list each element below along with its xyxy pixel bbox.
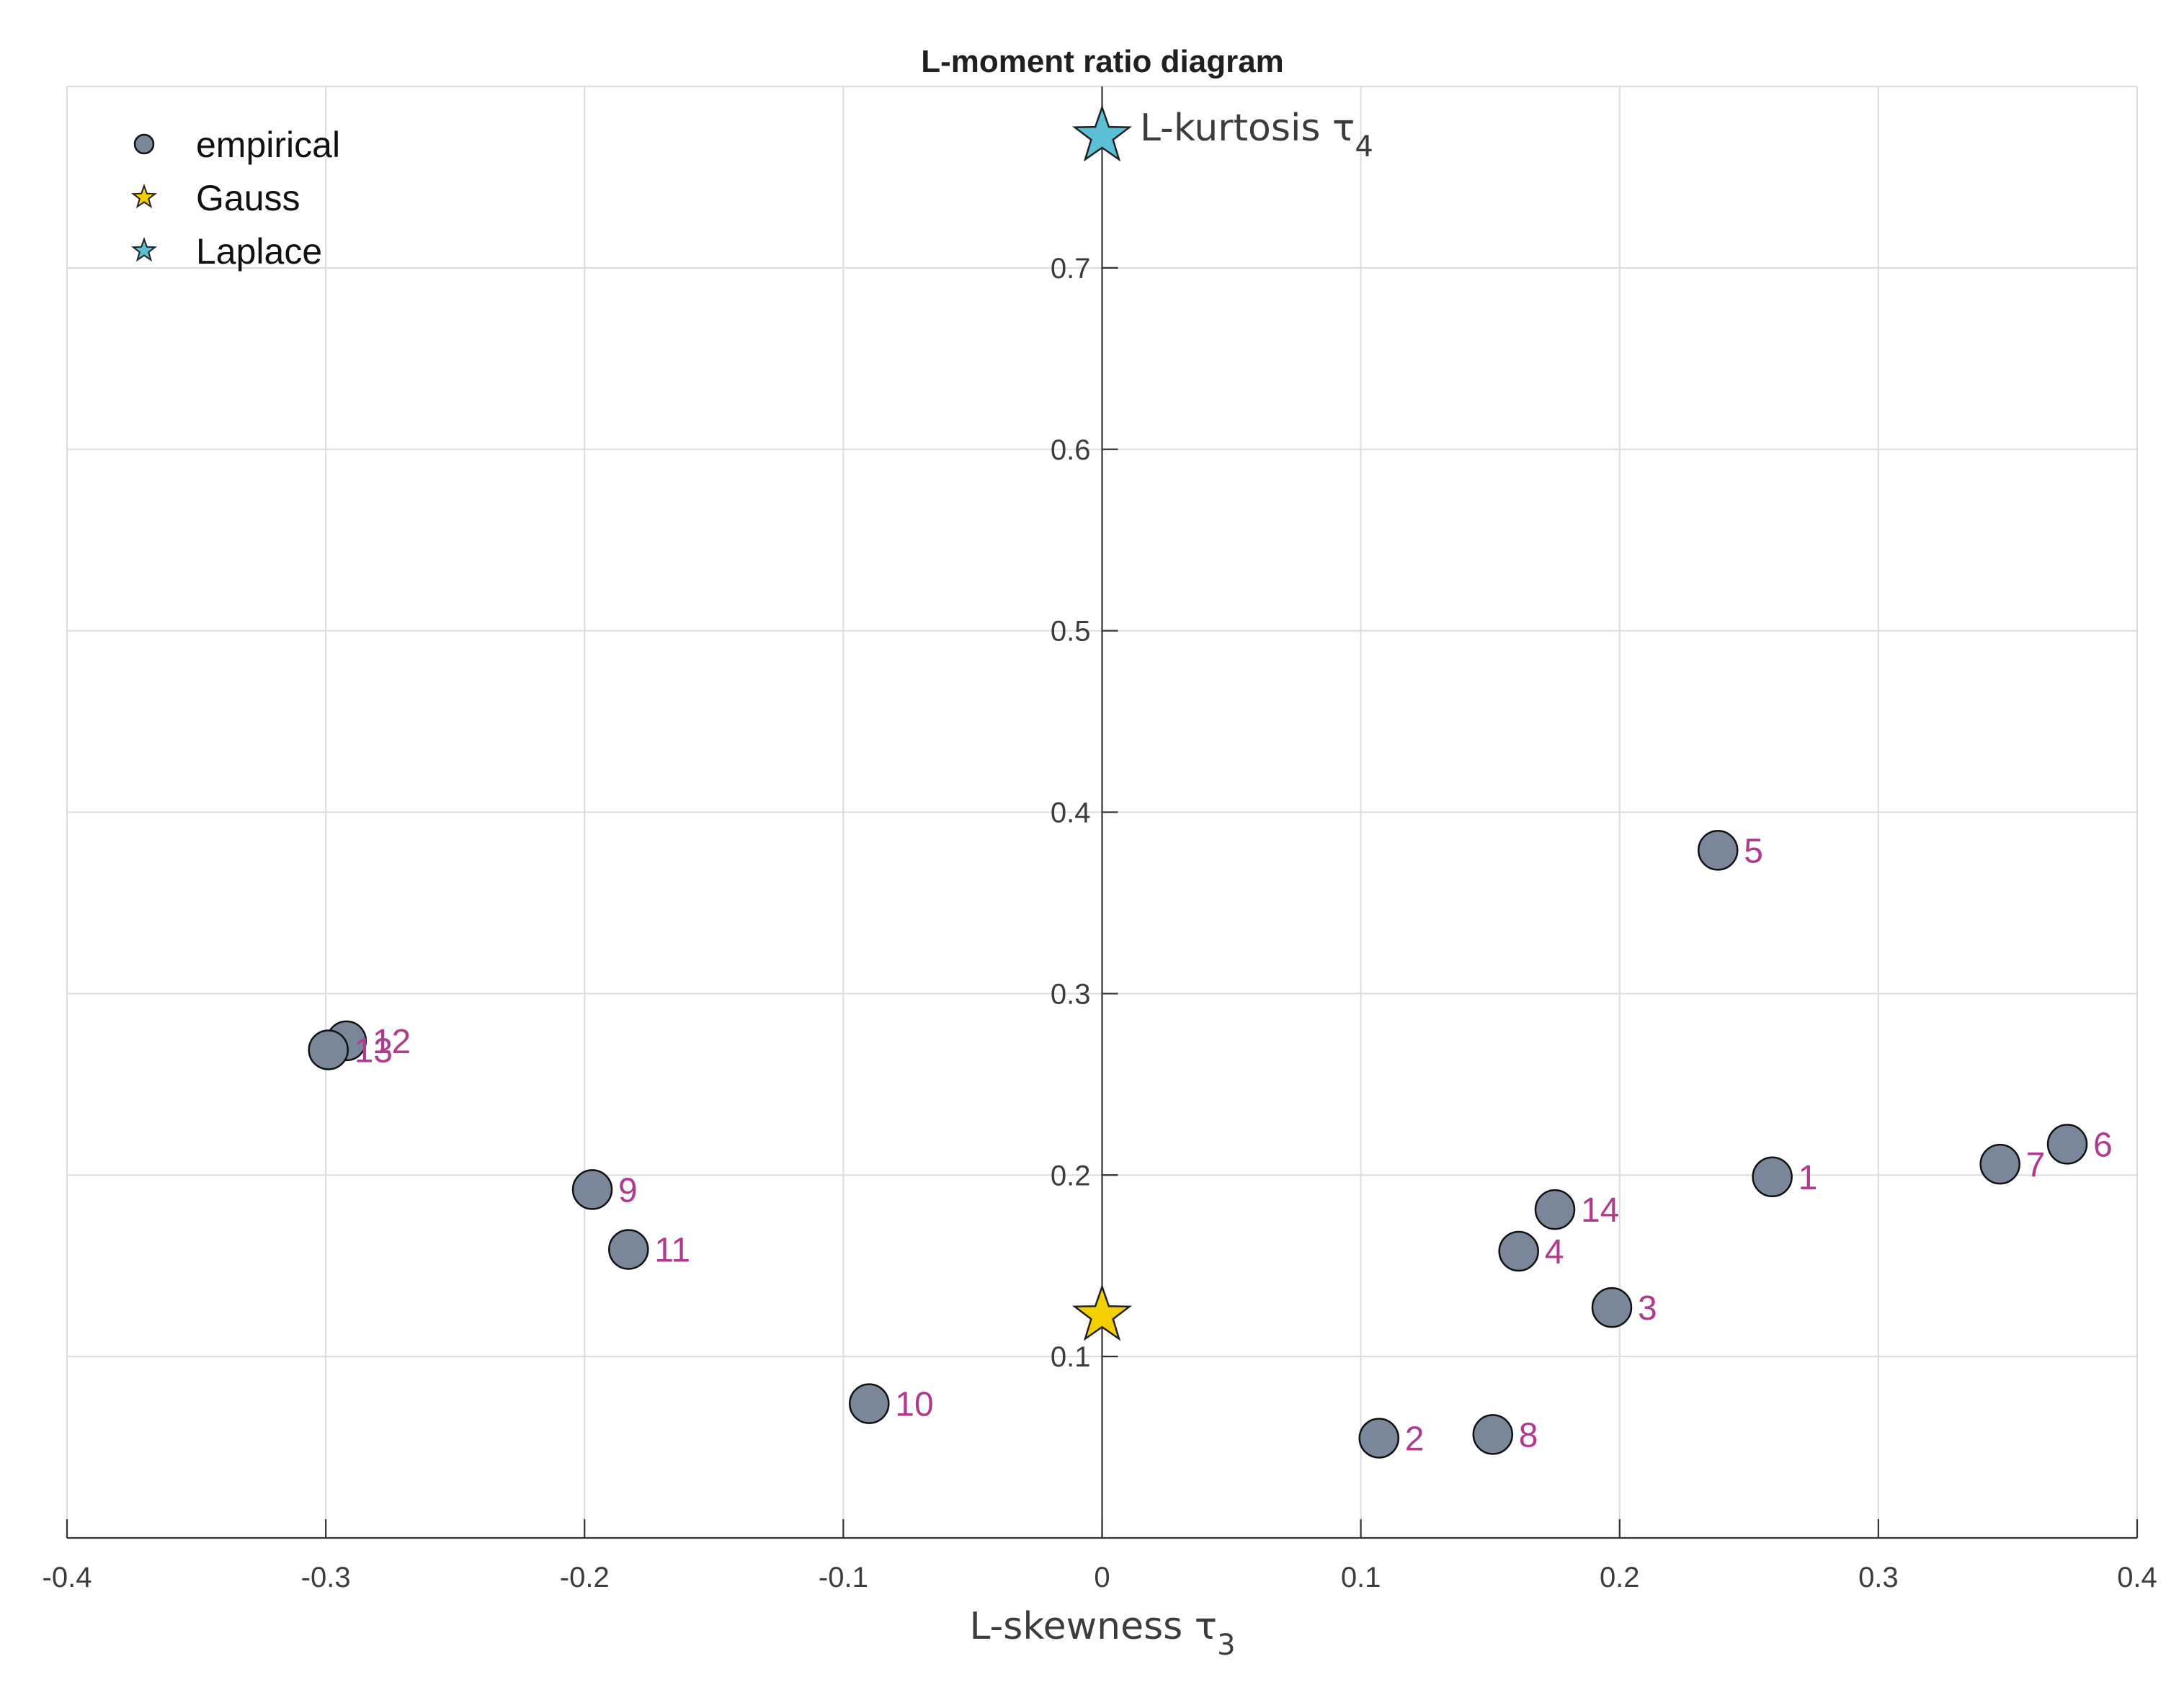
point-label-14: 14 xyxy=(1581,1191,1619,1230)
x-tick-label: -0.3 xyxy=(301,1562,351,1593)
point-label-12: 12 xyxy=(373,1023,411,1061)
point-label-9: 9 xyxy=(618,1171,638,1209)
empirical-point-8 xyxy=(1472,1414,1514,1455)
x-tick-label: -0.1 xyxy=(819,1562,868,1593)
point-label-4: 4 xyxy=(1545,1233,1564,1271)
empirical-point-6 xyxy=(2046,1124,2088,1165)
legend-laplace-label: Laplace xyxy=(196,231,322,272)
tick-labels: -0.4 -0.3 -0.2 -0.1 0 0.1 0.2 0.3 0.4 0.1 0.2 0.3 0.… xyxy=(43,253,2157,1593)
y-tick-label: 0.4 xyxy=(1051,797,1091,829)
data-points xyxy=(308,104,2088,1459)
point-label-3: 3 xyxy=(1638,1289,1657,1328)
point-label-5: 5 xyxy=(1744,832,1763,870)
empirical-point-13 xyxy=(308,1029,349,1070)
empirical-point-10 xyxy=(849,1383,890,1424)
gauss-star-marker xyxy=(1071,1284,1133,1341)
chart-title: L-moment ratio diagram xyxy=(921,44,1284,79)
point-label-13: 13 xyxy=(355,1032,393,1070)
point-label-1: 1 xyxy=(1799,1159,1818,1197)
y-axis-title: L-kurtosis τ4 xyxy=(1140,107,1373,164)
y-tick-label: 0.6 xyxy=(1051,434,1091,466)
empirical-point-7 xyxy=(1979,1143,2020,1185)
empirical-point-1 xyxy=(1752,1156,1793,1198)
empirical-point-11 xyxy=(608,1229,649,1270)
legend-laplace-marker xyxy=(130,237,158,262)
empirical-point-3 xyxy=(1591,1287,1633,1328)
legend-gauss-marker xyxy=(130,184,158,209)
empirical-point-2 xyxy=(1358,1418,1400,1459)
legend: empirical Gauss Laplace xyxy=(130,125,340,272)
x-axis-title: L-skewness τ3 xyxy=(969,1605,1235,1662)
point-label-10: 10 xyxy=(895,1386,933,1424)
legend-empirical-label: empirical xyxy=(196,125,340,165)
x-tick-label: 0 xyxy=(1094,1562,1110,1593)
x-tick-label: -0.2 xyxy=(560,1562,610,1593)
x-tick-label: 0.1 xyxy=(1341,1562,1381,1593)
point-label-2: 2 xyxy=(1405,1420,1425,1458)
point-label-8: 8 xyxy=(1519,1416,1538,1454)
y-tick-label: 0.3 xyxy=(1051,978,1091,1010)
y-tick-label: 0.1 xyxy=(1051,1341,1091,1373)
legend-empirical-marker xyxy=(133,133,155,155)
x-tick-label: -0.4 xyxy=(43,1562,92,1593)
empirical-point-4 xyxy=(1498,1230,1539,1272)
x-tick-label: 0.4 xyxy=(2117,1562,2157,1593)
y-tick-label: 0.2 xyxy=(1051,1160,1091,1191)
point-label-7: 7 xyxy=(2026,1146,2046,1184)
empirical-point-5 xyxy=(1697,830,1739,871)
empirical-point-14 xyxy=(1534,1189,1576,1230)
empirical-point-9 xyxy=(571,1169,613,1210)
y-tick-label: 0.7 xyxy=(1051,253,1091,285)
x-tick-label: 0.3 xyxy=(1858,1562,1899,1593)
x-tick-label: 0.2 xyxy=(1600,1562,1640,1593)
point-label-11: 11 xyxy=(654,1232,690,1270)
legend-gauss-label: Gauss xyxy=(196,178,300,218)
laplace-star-marker xyxy=(1071,104,1133,162)
point-label-6: 6 xyxy=(2093,1126,2113,1164)
y-tick-label: 0.5 xyxy=(1051,616,1091,648)
